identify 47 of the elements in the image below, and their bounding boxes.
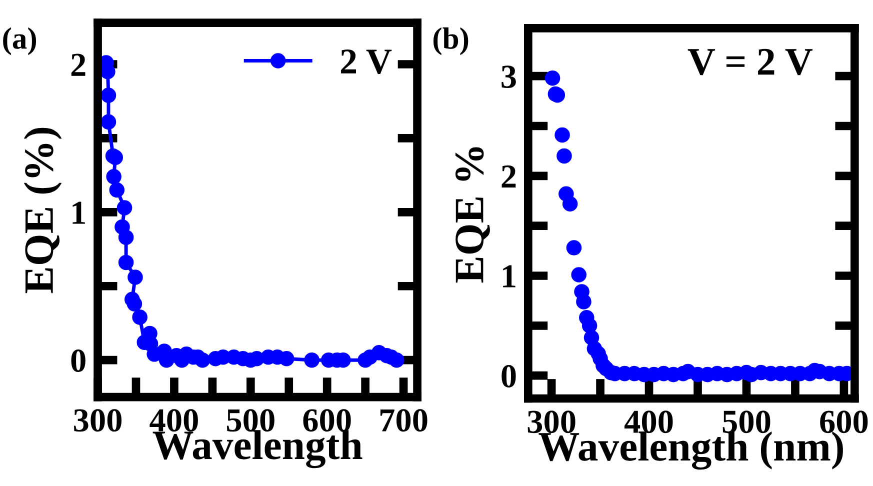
x-tick-label: 500 bbox=[722, 410, 770, 434]
x-tick-label: 500 bbox=[226, 409, 274, 432]
point bbox=[544, 70, 560, 86]
point bbox=[128, 270, 143, 285]
x-tick-label: 400 bbox=[150, 409, 198, 432]
x-tick-label: 600 bbox=[303, 409, 351, 432]
x-tick-label: 400 bbox=[624, 410, 673, 434]
point bbox=[118, 254, 134, 270]
point bbox=[100, 88, 116, 103]
point bbox=[109, 182, 125, 198]
y-tick-label: 0 bbox=[71, 349, 86, 372]
point bbox=[389, 352, 404, 368]
point bbox=[304, 352, 320, 368]
point bbox=[566, 240, 582, 256]
y-axis-title: EQE (%) bbox=[24, 128, 62, 294]
y-tick-label: 0 bbox=[502, 364, 516, 388]
y-tick-label: 2 bbox=[71, 54, 86, 76]
point bbox=[562, 196, 578, 212]
point bbox=[100, 64, 116, 80]
point bbox=[582, 318, 598, 334]
point bbox=[571, 267, 586, 282]
point bbox=[278, 350, 294, 366]
point bbox=[118, 230, 134, 245]
x-tick-label: 300 bbox=[528, 410, 576, 434]
y-tick-label: 3 bbox=[502, 66, 516, 88]
point bbox=[554, 127, 570, 143]
point bbox=[126, 296, 142, 312]
text: (b) bbox=[433, 27, 468, 56]
legend-label: 2 V bbox=[341, 49, 392, 74]
point bbox=[116, 200, 132, 216]
point bbox=[106, 169, 122, 184]
x-tick-label: 700 bbox=[380, 409, 428, 432]
y-tick-label: 1 bbox=[72, 202, 85, 224]
x-axis-title: Wavelength bbox=[152, 430, 362, 468]
x-axis-title: Wavelength (nm) bbox=[538, 432, 843, 470]
x-tick-label: 600 bbox=[820, 410, 868, 434]
x-tick-label: 300 bbox=[74, 409, 122, 432]
point bbox=[556, 148, 572, 164]
y-tick-label: 2 bbox=[502, 165, 516, 188]
y-axis-title: EQE % bbox=[455, 147, 490, 283]
point bbox=[576, 294, 592, 310]
point bbox=[132, 310, 148, 325]
annotation: V = 2 V bbox=[688, 48, 813, 76]
point bbox=[100, 114, 116, 130]
y-tick-label: 1 bbox=[503, 265, 516, 288]
point bbox=[194, 352, 210, 368]
text: (a) bbox=[3, 27, 36, 56]
